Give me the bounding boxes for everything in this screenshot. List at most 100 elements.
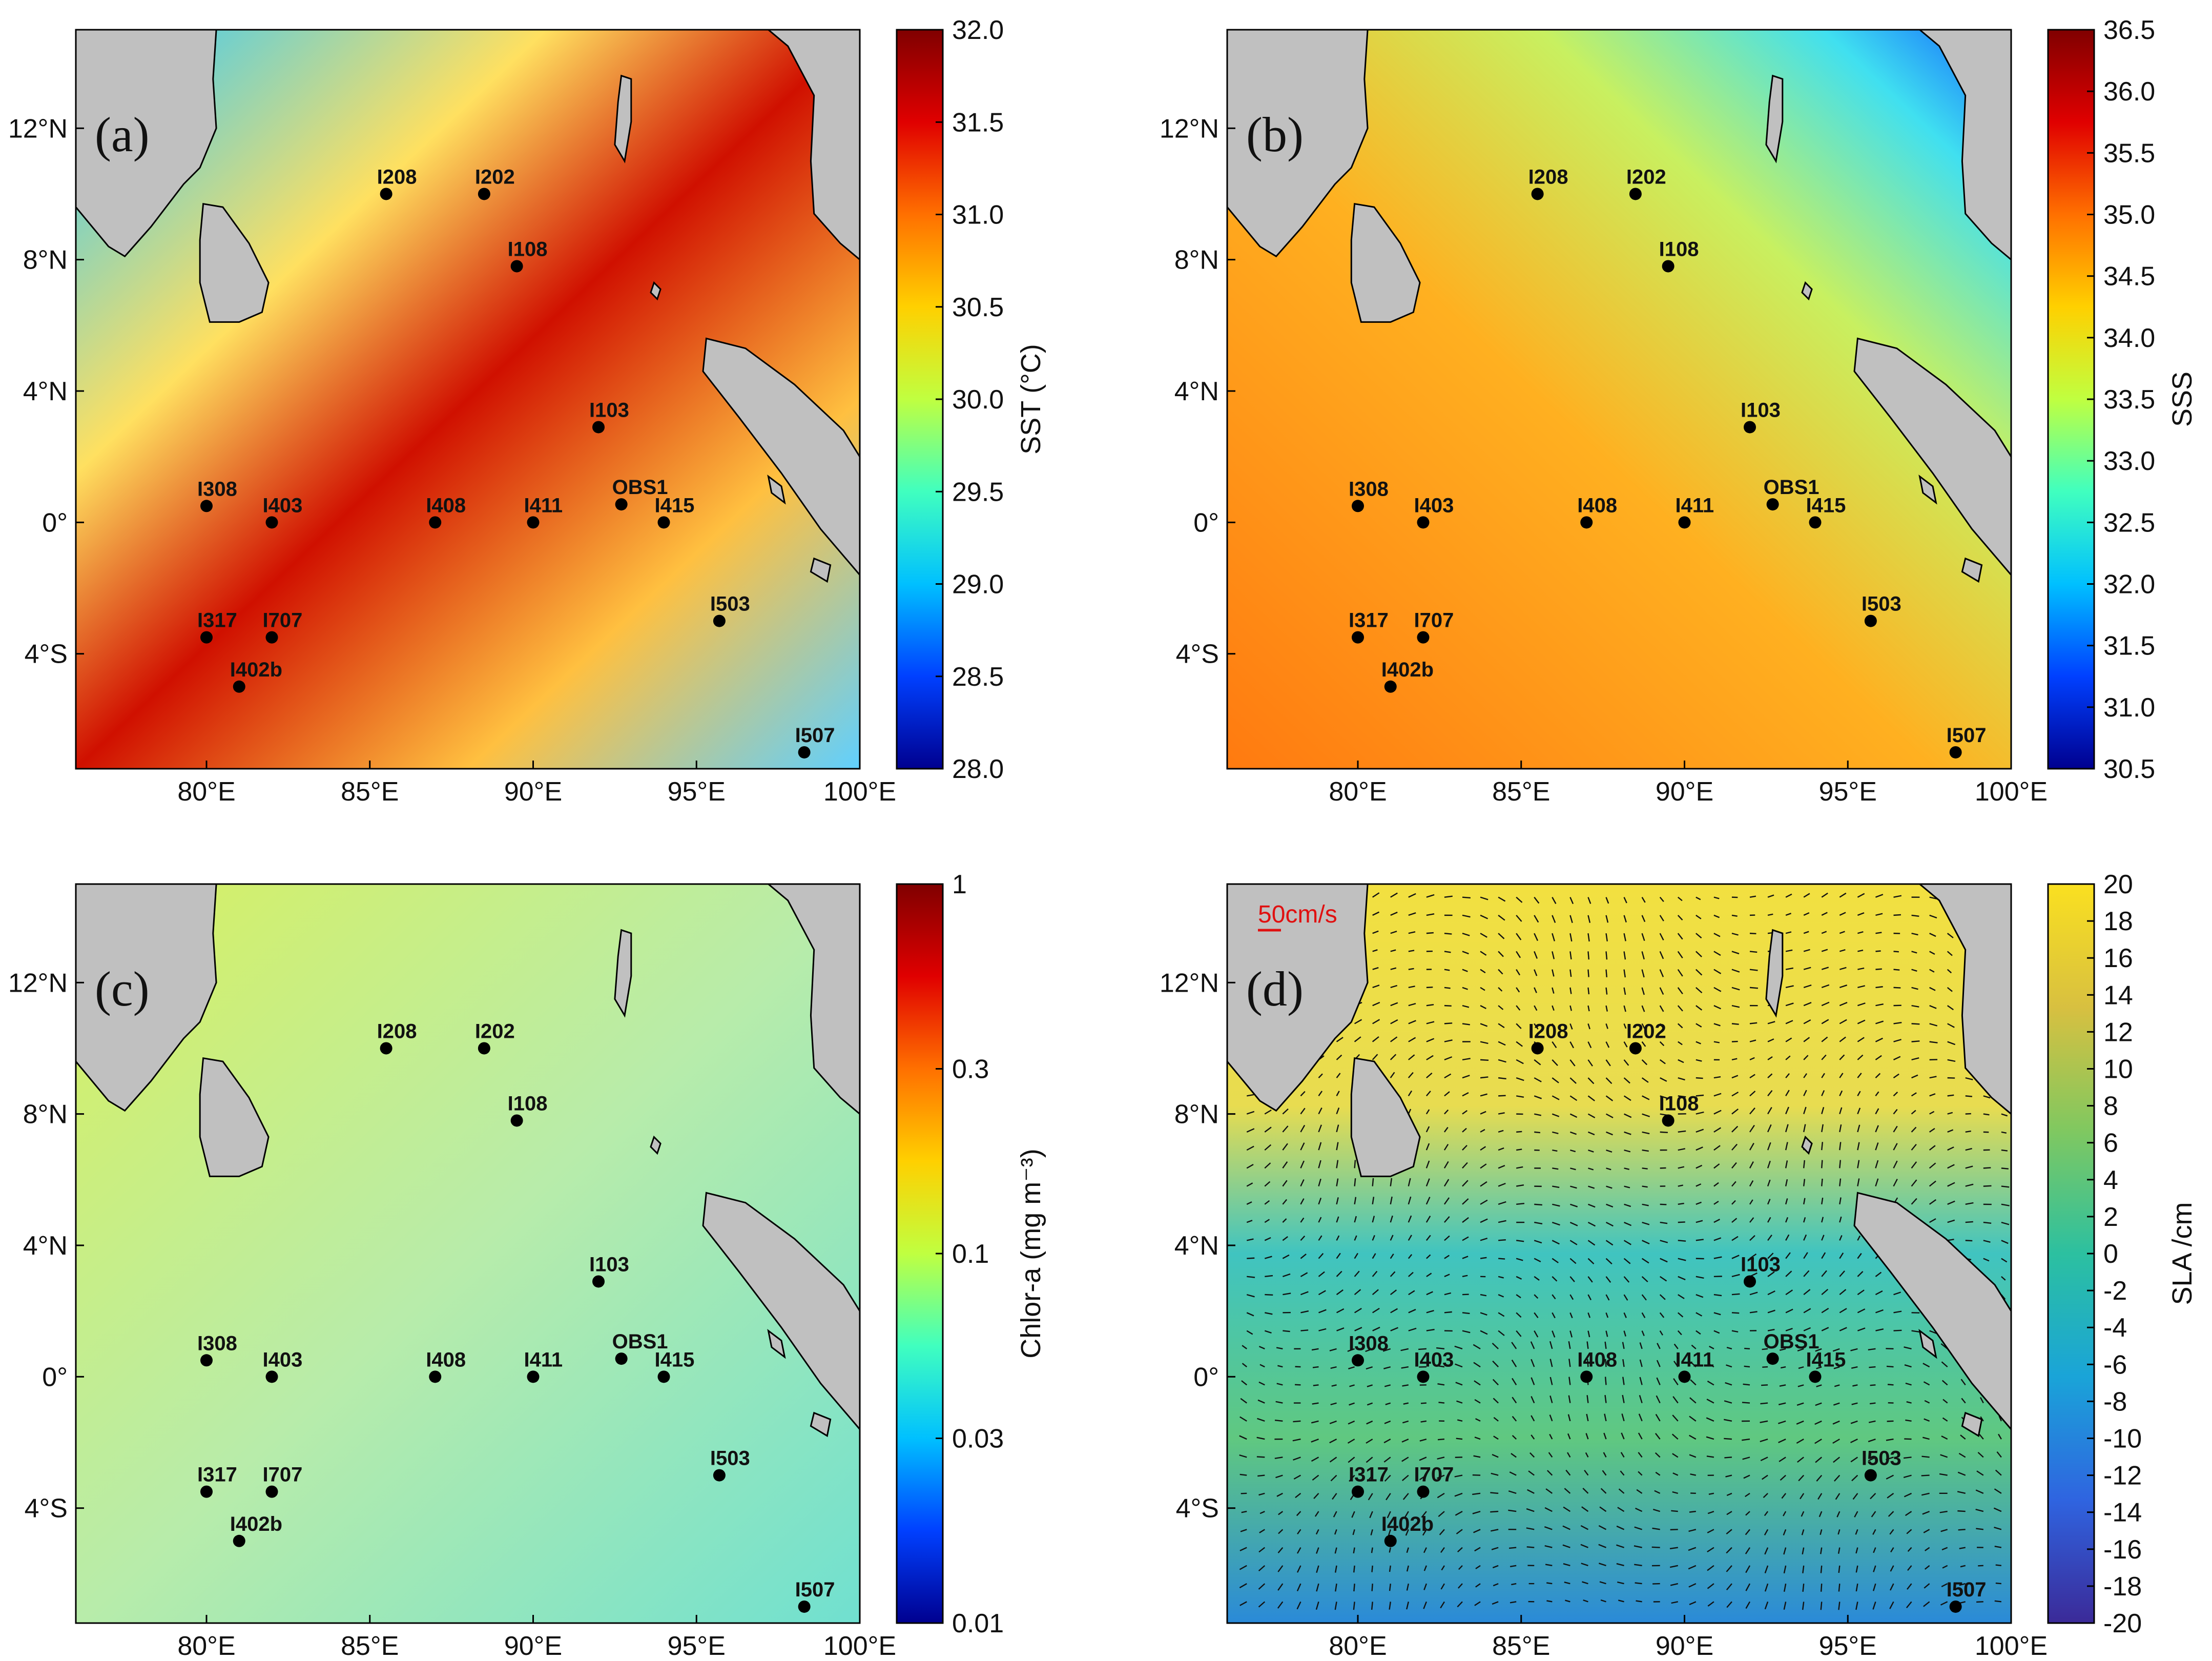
current-arrow: [1549, 1341, 1553, 1349]
colorbar-tick-label: 34.5: [2103, 262, 2155, 292]
current-arrow: [1241, 1510, 1247, 1513]
current-arrow: [1313, 1493, 1319, 1499]
station-label: I108: [1659, 1092, 1699, 1115]
current-arrow: [1552, 1276, 1558, 1282]
current-arrow: [1731, 987, 1740, 991]
current-arrow: [1929, 1005, 1937, 1009]
current-arrow: [1475, 1418, 1481, 1422]
current-arrow: [1498, 1276, 1504, 1279]
current-arrow: [1924, 1565, 1930, 1570]
current-arrow: [1498, 1147, 1504, 1151]
current-arrow: [1708, 1363, 1714, 1368]
current-arrow: [1635, 1507, 1643, 1512]
colorbar-tick-label: 29.5: [952, 477, 1004, 507]
current-arrow: [1839, 1001, 1848, 1007]
current-arrow: [1585, 1433, 1589, 1440]
current-arrow: [1993, 1507, 2002, 1512]
current-arrow: [1731, 1004, 1740, 1008]
current-arrow: [1390, 985, 1398, 989]
current-arrow: [1641, 1294, 1647, 1301]
current-arrow: [1534, 896, 1540, 904]
current-arrow: [1311, 1420, 1319, 1424]
current-arrow: [1678, 1276, 1686, 1281]
current-arrow: [1246, 1201, 1252, 1205]
current-arrow: [1587, 1222, 1596, 1227]
current-arrow: [1839, 1252, 1844, 1259]
current-arrow: [1570, 1185, 1577, 1189]
current-arrow: [1352, 1529, 1355, 1535]
current-arrow: [1389, 1565, 1391, 1572]
current-arrow: [1767, 1124, 1772, 1133]
current-arrow: [1587, 1294, 1592, 1301]
current-arrow: [1803, 1090, 1807, 1096]
current-arrow: [1474, 1437, 1481, 1440]
current-arrow: [1546, 1470, 1553, 1476]
current-arrow: [1516, 1149, 1522, 1151]
current-arrow: [1623, 915, 1627, 922]
colorbar-title: Chlor-a (mg m⁻³): [1016, 1149, 1046, 1359]
station-label: I415: [1806, 494, 1846, 517]
current-arrow: [1800, 1493, 1805, 1500]
lat-tick-label: 4°S: [25, 1494, 68, 1524]
current-arrow: [1635, 1582, 1642, 1585]
current-arrow: [1707, 1583, 1714, 1589]
current-arrow: [1875, 1055, 1882, 1060]
current-arrow: [1975, 1489, 1984, 1494]
current-arrow: [1586, 1413, 1589, 1422]
current-arrow: [1655, 1413, 1661, 1422]
current-arrow: [1406, 1547, 1409, 1553]
current-arrow: [1366, 1457, 1373, 1463]
current-arrow: [1423, 1601, 1427, 1609]
current-arrow: [1889, 1601, 1894, 1609]
current-arrow: [1904, 1364, 1912, 1368]
current-arrow: [1797, 1457, 1804, 1463]
current-arrow: [1696, 1220, 1703, 1223]
current-arrow: [1354, 1019, 1362, 1024]
station-label: I402b: [1381, 1513, 1434, 1535]
current-arrow: [1390, 1072, 1395, 1078]
current-arrow: [1552, 1258, 1559, 1263]
current-arrow: [1455, 1511, 1463, 1516]
current-arrow: [1624, 1131, 1631, 1135]
lat-axis: 12°N8°N4°N0°4°S: [8, 968, 84, 1524]
current-arrow: [1509, 1471, 1517, 1476]
current-arrow: [1745, 1547, 1751, 1554]
current-arrow: [1832, 1348, 1840, 1352]
current-arrow: [1605, 1059, 1611, 1067]
lat-tick-label: 4°S: [1176, 1494, 1219, 1524]
current-arrow: [1749, 1057, 1755, 1060]
current-arrow: [1353, 1602, 1355, 1610]
arrow-key-label: 50cm/s: [1258, 901, 1337, 928]
current-arrow: [1462, 1236, 1469, 1241]
current-arrow: [1641, 1041, 1646, 1047]
current-arrow: [1588, 1149, 1594, 1153]
current-arrow: [1300, 1253, 1307, 1259]
station-marker: [1352, 631, 1364, 644]
current-arrow: [1544, 1507, 1553, 1512]
current-arrow: [1941, 1361, 1948, 1368]
current-arrow: [1354, 1036, 1361, 1042]
colorbar-tick-label: 0.1: [952, 1239, 989, 1269]
current-arrow: [1803, 1198, 1806, 1205]
current-arrow: [1437, 1457, 1445, 1460]
current-arrow: [1480, 1257, 1487, 1259]
current-arrow: [1246, 1220, 1253, 1223]
current-arrow: [1587, 1131, 1595, 1136]
lon-tick-label: 95°E: [668, 1631, 726, 1661]
station-label: I403: [263, 1348, 303, 1371]
current-arrow: [1390, 892, 1398, 898]
current-arrow: [1587, 897, 1591, 904]
station-label: I411: [524, 1348, 563, 1371]
current-arrow: [1354, 1216, 1357, 1223]
current-arrow: [1893, 1310, 1902, 1314]
current-arrow: [1444, 1056, 1453, 1060]
station-marker: [1864, 1469, 1877, 1482]
current-arrow: [1731, 1108, 1739, 1115]
current-arrow: [1498, 1182, 1506, 1187]
lon-tick-label: 100°E: [823, 1631, 896, 1661]
current-arrow: [1282, 1108, 1289, 1115]
current-arrow: [1534, 933, 1539, 941]
current-arrow: [1436, 1474, 1445, 1479]
